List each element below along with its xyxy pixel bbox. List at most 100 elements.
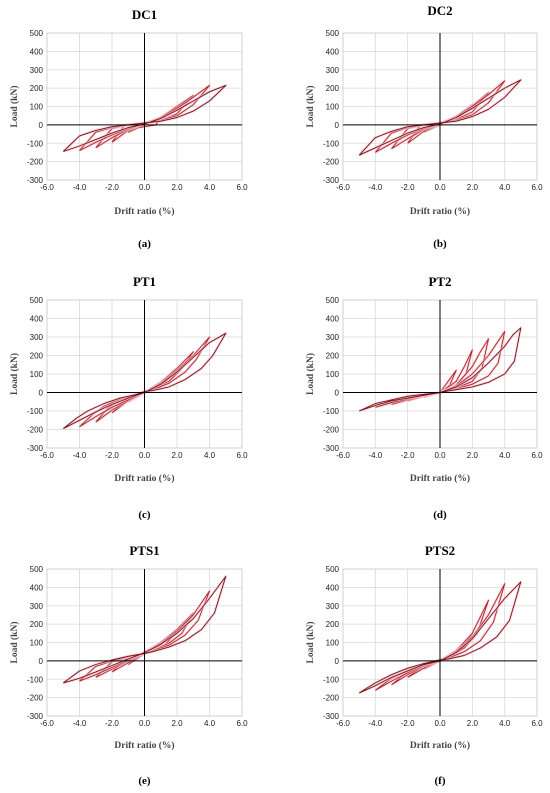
y-tick-label: 500 bbox=[30, 296, 44, 305]
x-tick-label: -4.0 bbox=[73, 183, 87, 192]
y-tick-label: 400 bbox=[326, 47, 340, 56]
x-axis-label: Drift ratio (%) bbox=[114, 473, 174, 484]
x-tick-label: 6.0 bbox=[531, 451, 543, 460]
y-tick-label: -300 bbox=[323, 176, 340, 185]
x-tick-label: -4.0 bbox=[368, 183, 382, 192]
y-tick-label: 300 bbox=[30, 66, 44, 75]
y-tick-label: 500 bbox=[326, 565, 340, 574]
x-tick-label: 2.0 bbox=[467, 719, 479, 728]
y-tick-label: -100 bbox=[27, 675, 44, 684]
y-axis-label: Load (kN) bbox=[305, 353, 316, 395]
x-tick-label: 6.0 bbox=[531, 719, 543, 728]
y-tick-label: 0 bbox=[335, 121, 340, 130]
y-tick-label: 300 bbox=[30, 602, 44, 611]
x-tick-label: 0.0 bbox=[434, 183, 446, 192]
x-tick-label: -2.0 bbox=[401, 451, 415, 460]
panel-caption: (c) bbox=[138, 509, 151, 521]
y-tick-label: 200 bbox=[326, 84, 340, 93]
chart-title: DC1 bbox=[132, 7, 157, 22]
y-tick-label: 200 bbox=[326, 620, 340, 629]
x-tick-label: 2.0 bbox=[467, 451, 479, 460]
y-tick-label: 200 bbox=[30, 84, 44, 93]
x-tick-label: 6.0 bbox=[236, 719, 248, 728]
panel-caption: (d) bbox=[433, 509, 447, 521]
x-tick-label: 4.0 bbox=[204, 719, 216, 728]
y-tick-label: 0 bbox=[335, 657, 340, 666]
y-tick-label: 400 bbox=[30, 583, 44, 592]
x-tick-label: -6.0 bbox=[336, 451, 350, 460]
y-tick-label: 0 bbox=[39, 657, 44, 666]
x-tick-label: 0.0 bbox=[139, 719, 151, 728]
y-tick-label: 100 bbox=[326, 370, 340, 379]
x-tick-label: 2.0 bbox=[171, 183, 183, 192]
x-axis-label: Drift ratio (%) bbox=[410, 206, 470, 217]
x-tick-label: 4.0 bbox=[204, 451, 216, 460]
panel-caption: (f) bbox=[435, 775, 446, 787]
y-tick-label: -100 bbox=[27, 407, 44, 416]
y-tick-label: -200 bbox=[323, 694, 340, 703]
y-tick-label: -200 bbox=[323, 426, 340, 435]
x-tick-label: -6.0 bbox=[40, 451, 54, 460]
y-tick-label: -300 bbox=[323, 712, 340, 721]
panel-caption: (b) bbox=[433, 238, 447, 250]
x-axis-label: Drift ratio (%) bbox=[410, 473, 470, 484]
y-tick-label: 300 bbox=[326, 333, 340, 342]
x-tick-label: -4.0 bbox=[73, 451, 87, 460]
x-tick-label: -2.0 bbox=[105, 451, 119, 460]
y-axis-label: Load (kN) bbox=[9, 86, 20, 128]
y-tick-label: 100 bbox=[326, 639, 340, 648]
x-axis-label: Drift ratio (%) bbox=[410, 740, 470, 751]
y-tick-label: -200 bbox=[323, 158, 340, 167]
chart-title: PTS1 bbox=[129, 543, 159, 558]
y-tick-label: 100 bbox=[30, 103, 44, 112]
panel-caption: (a) bbox=[138, 238, 151, 250]
chart-panel-pts1: -6.0 -4.0 -2.0 0.0 2.0 4.0 6.0 -300 -200 -100 0 100… bbox=[9, 543, 248, 787]
y-tick-label: -300 bbox=[27, 712, 44, 721]
x-tick-label: -4.0 bbox=[368, 451, 382, 460]
x-tick-label: -6.0 bbox=[336, 719, 350, 728]
y-tick-label: 500 bbox=[30, 565, 44, 574]
x-tick-label: 4.0 bbox=[499, 183, 511, 192]
y-tick-label: -100 bbox=[323, 675, 340, 684]
y-tick-label: -200 bbox=[27, 158, 44, 167]
y-tick-label: 300 bbox=[326, 66, 340, 75]
x-tick-label: 2.0 bbox=[171, 451, 183, 460]
y-tick-label: -200 bbox=[27, 694, 44, 703]
y-axis-label: Load (kN) bbox=[9, 622, 20, 664]
chart-title: PT1 bbox=[133, 274, 156, 289]
x-axis-label: Drift ratio (%) bbox=[114, 740, 174, 751]
y-tick-label: 400 bbox=[326, 315, 340, 324]
x-tick-label: 6.0 bbox=[531, 183, 543, 192]
x-tick-label: 2.0 bbox=[467, 183, 479, 192]
chart-title: DC2 bbox=[427, 3, 452, 18]
y-tick-label: 500 bbox=[326, 29, 340, 38]
x-tick-label: -2.0 bbox=[105, 719, 119, 728]
chart-title: PT2 bbox=[428, 274, 451, 289]
chart-panel-dc1: -6.0 -4.0 -2.0 0.0 2.0 4.0 6.0 -300 -200 -100 0 100… bbox=[9, 7, 248, 250]
y-tick-label: 300 bbox=[30, 333, 44, 342]
y-tick-label: 300 bbox=[326, 602, 340, 611]
y-tick-label: 400 bbox=[30, 47, 44, 56]
x-tick-label: 0.0 bbox=[139, 451, 151, 460]
hysteresis-loop-5 bbox=[62, 84, 227, 152]
hysteresis-loop-5 bbox=[358, 79, 522, 156]
x-axis-label: Drift ratio (%) bbox=[114, 206, 174, 217]
y-tick-label: 200 bbox=[30, 352, 44, 361]
y-axis-label: Load (kN) bbox=[305, 86, 316, 128]
y-axis-label: Load (kN) bbox=[9, 353, 20, 395]
x-tick-label: -6.0 bbox=[40, 183, 54, 192]
y-tick-label: 200 bbox=[326, 352, 340, 361]
x-tick-label: -2.0 bbox=[401, 183, 415, 192]
x-tick-label: -6.0 bbox=[40, 719, 54, 728]
chart-title: PTS2 bbox=[425, 543, 455, 558]
x-tick-label: 4.0 bbox=[499, 719, 511, 728]
x-tick-label: 6.0 bbox=[236, 451, 248, 460]
x-tick-label: 2.0 bbox=[171, 719, 183, 728]
x-tick-label: -2.0 bbox=[401, 719, 415, 728]
y-tick-label: -300 bbox=[27, 176, 44, 185]
y-tick-label: 500 bbox=[30, 29, 44, 38]
hysteresis-loop-5 bbox=[63, 575, 227, 684]
x-tick-label: -6.0 bbox=[336, 183, 350, 192]
chart-panel-pt2: -6.0 -4.0 -2.0 0.0 2.0 4.0 6.0 -300 -200 -100 0 100… bbox=[305, 274, 543, 521]
